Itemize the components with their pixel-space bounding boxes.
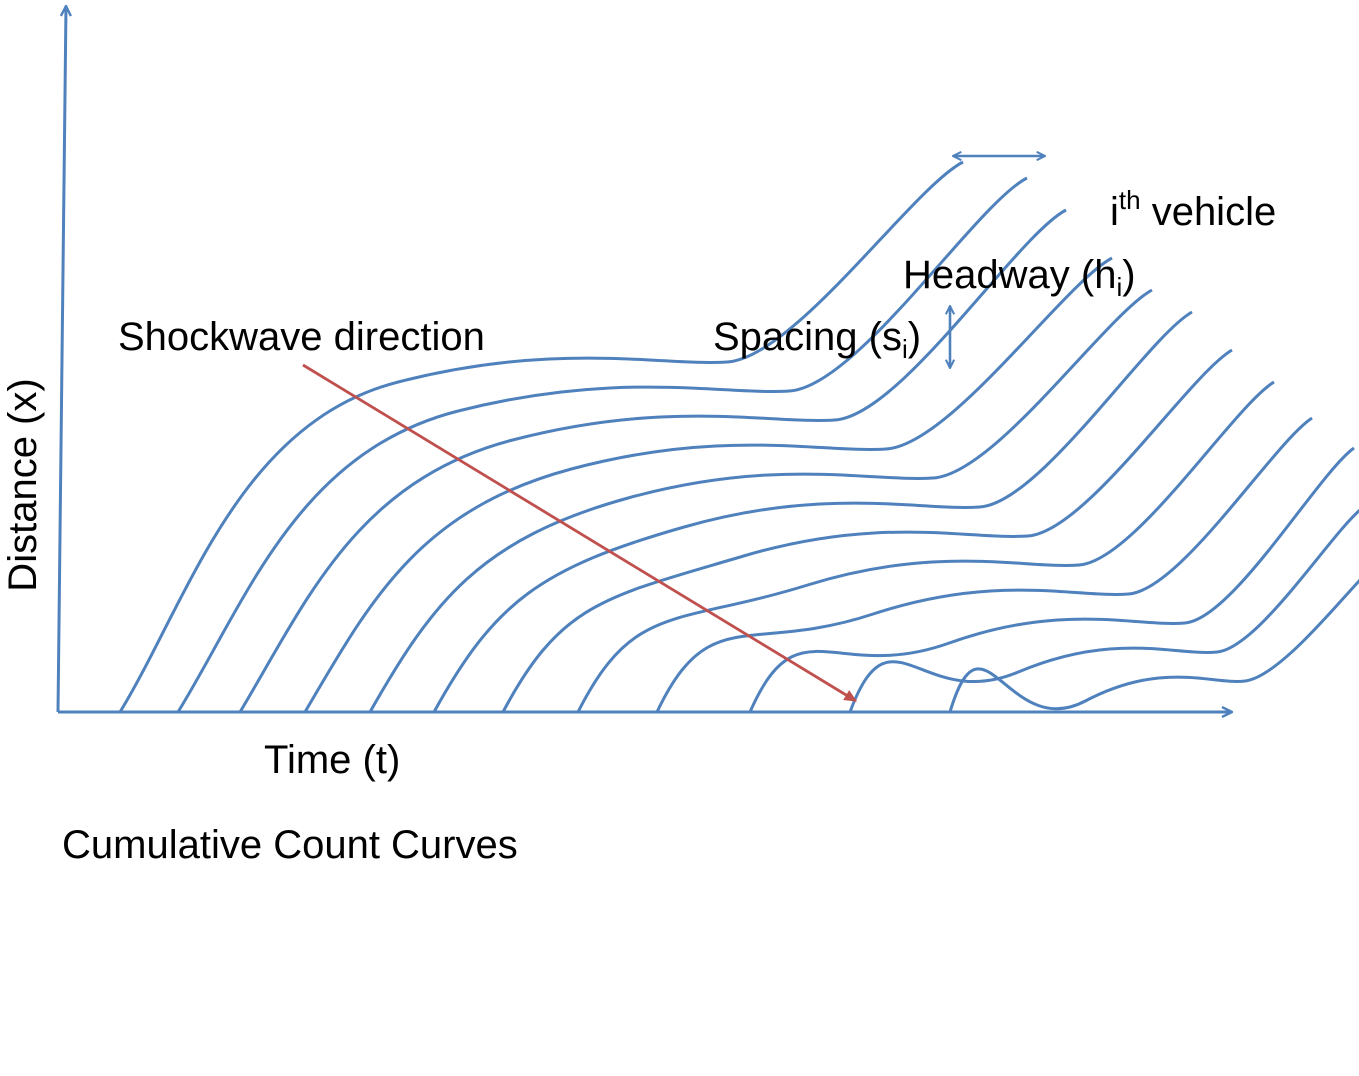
vehicle-trajectory-11 bbox=[848, 508, 1359, 713]
headway-label: Headway (hi) bbox=[903, 253, 1136, 302]
y-axis bbox=[56, 6, 66, 713]
vehicle-trajectory-6 bbox=[432, 310, 1193, 713]
vehicle-trajectory-1 bbox=[118, 160, 964, 713]
vehicle-trajectory-8 bbox=[576, 380, 1275, 713]
shockwave-label: Shockwave direction bbox=[118, 315, 485, 359]
y-axis-label: Distance (x) bbox=[1, 378, 45, 591]
diagram-title: Cumulative Count Curves bbox=[62, 823, 518, 867]
vehicle-trajectories bbox=[118, 160, 1359, 713]
vehicle-trajectory-9 bbox=[655, 416, 1313, 713]
vehicle-trajectory-7 bbox=[501, 348, 1233, 713]
vehicle-trajectory-2 bbox=[176, 176, 1028, 713]
vehicle-trajectory-5 bbox=[368, 288, 1153, 713]
shockwave-arrow bbox=[302, 363, 858, 703]
vehicle-trajectory-4 bbox=[303, 256, 1113, 713]
x-axis-label: Time (t) bbox=[264, 738, 400, 782]
vehicle-trajectory-12 bbox=[948, 578, 1359, 713]
vehicle-trajectory-10 bbox=[748, 446, 1355, 713]
spacing-label: Spacing (si) bbox=[713, 315, 921, 364]
vehicle-label: ith vehicle bbox=[1110, 185, 1276, 234]
